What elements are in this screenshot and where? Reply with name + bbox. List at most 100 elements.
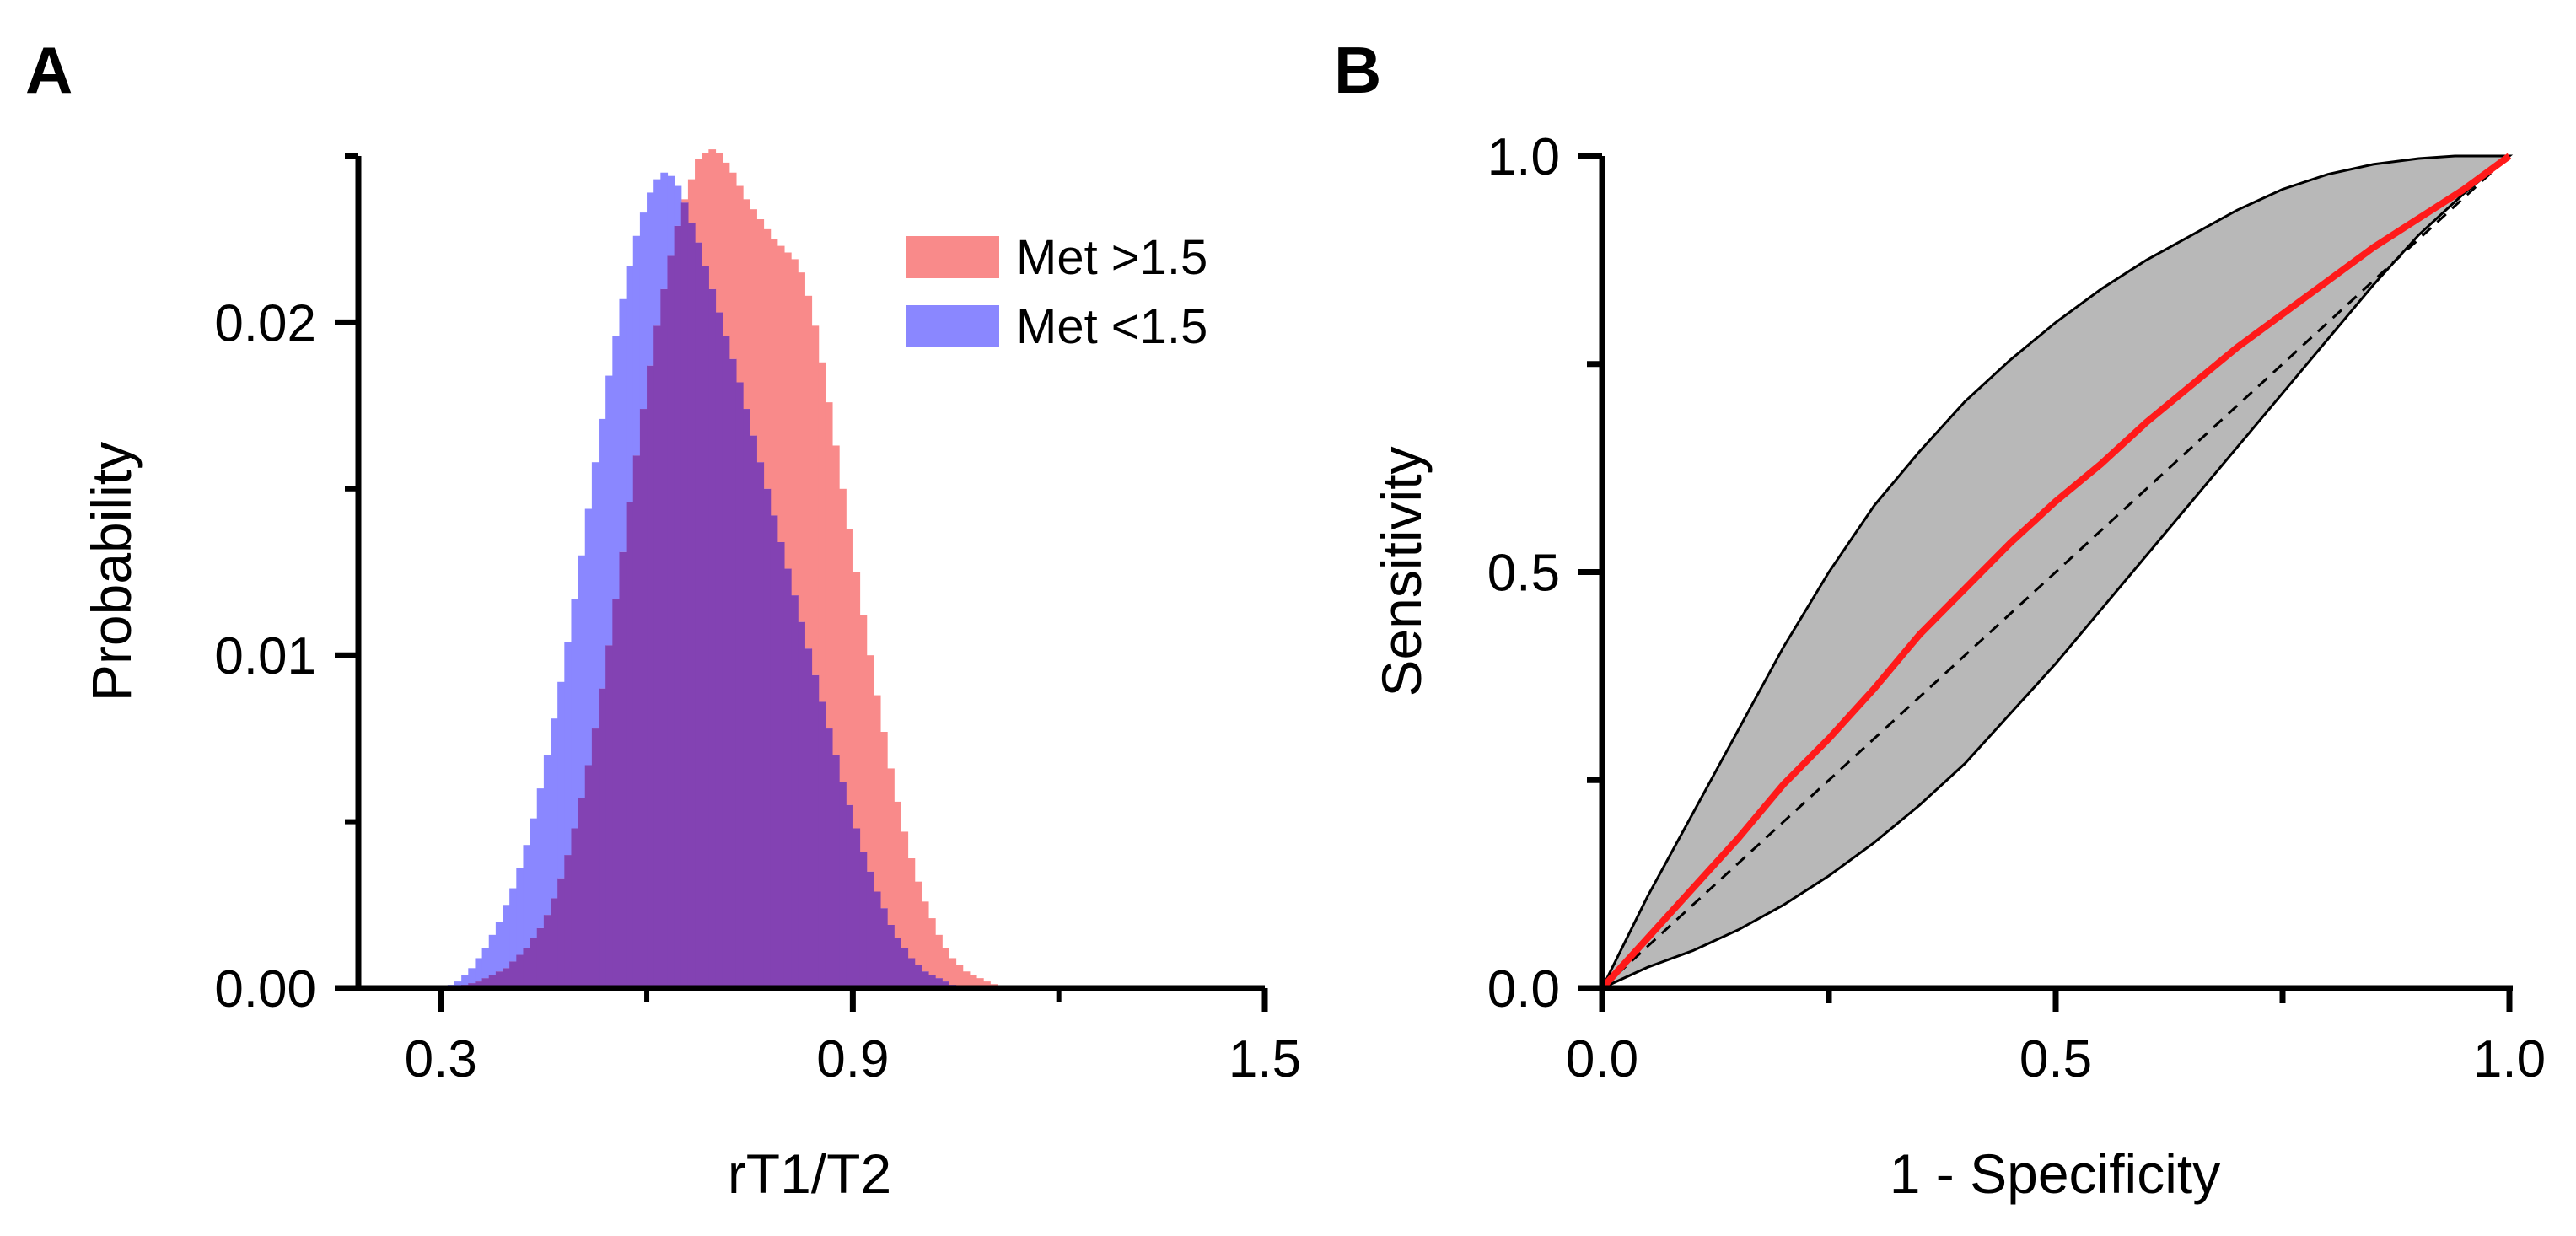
x-ticks-a: 0.3 0.9 1.5 [405, 988, 1301, 1088]
panel-a: A 0.00 0.01 0.02 0.3 0.9 1.5 rT1/T2 Probabil… [25, 33, 1301, 1205]
bar-overlap [942, 981, 949, 988]
bar-met-high [839, 488, 847, 782]
bar-met-low [516, 868, 524, 955]
y-ticks-a: 0.00 0.01 0.02 [214, 153, 358, 1018]
bar-overlap [605, 645, 613, 988]
x-axis-title-b: 1 - Specificity [1890, 1142, 2220, 1205]
bar-overlap [743, 409, 750, 989]
legend-swatch-met-low [906, 305, 999, 347]
bar-overlap [702, 266, 709, 988]
bar-overlap [921, 971, 929, 988]
bar-met-high [894, 801, 901, 938]
bar-overlap [639, 409, 648, 989]
bar-met-low [619, 298, 627, 552]
bar-overlap [509, 961, 517, 988]
y-ticks-b: 0.0 0.5 1.0 [1487, 128, 1602, 1018]
bar-met-high [687, 179, 696, 223]
bar-met-high [955, 965, 964, 986]
bar-overlap [852, 828, 861, 988]
bar-overlap [879, 908, 888, 988]
legend-swatch-met-high [906, 236, 999, 278]
bar-met-high [743, 199, 750, 410]
bar-overlap [551, 898, 558, 988]
bar-met-high [914, 881, 922, 965]
bar-overlap [516, 954, 524, 988]
bar-met-high [887, 768, 895, 925]
bar-overlap [495, 971, 503, 988]
bar-overlap [722, 336, 730, 988]
bar-met-low [591, 462, 600, 729]
bar-overlap [612, 599, 621, 988]
bar-met-high [811, 325, 820, 675]
bar-overlap [935, 978, 943, 988]
bar-met-low [571, 599, 579, 829]
bar-overlap [475, 981, 483, 988]
bar-overlap [571, 828, 579, 988]
bar-met-low [523, 845, 531, 948]
bar-met-low [667, 175, 675, 256]
bar-met-high [831, 445, 840, 755]
hist-met-low [447, 172, 682, 988]
bar-overlap [708, 288, 717, 988]
bar-overlap [584, 765, 593, 988]
bar-met-high [873, 695, 881, 892]
bar-met-low [509, 888, 517, 962]
bar-met-high [735, 185, 744, 383]
bar-met-low [481, 948, 490, 979]
panel-b-letter: B [1334, 33, 1381, 107]
bar-overlap [901, 948, 909, 988]
bar-overlap [680, 202, 689, 989]
bar-met-low [647, 192, 654, 366]
panel-a-letter: A [25, 33, 73, 107]
bar-met-high [680, 199, 689, 203]
bar-met-low [564, 642, 573, 856]
bar-overlap [660, 288, 669, 988]
bar-overlap [894, 938, 901, 988]
legend-label-met-high: Met >1.5 [1016, 230, 1207, 285]
bar-overlap [599, 688, 606, 988]
bar-overlap [564, 855, 573, 988]
bar-met-low [599, 418, 606, 689]
bar-met-high [935, 934, 943, 979]
y-tick-label-b: 0.5 [1487, 545, 1560, 603]
bar-overlap [674, 225, 682, 989]
bar-overlap [873, 891, 881, 988]
bar-overlap [523, 948, 531, 988]
bar-met-high [695, 159, 702, 243]
bar-overlap [811, 674, 820, 988]
bar-met-low [584, 508, 593, 766]
bar-met-low [461, 975, 469, 986]
bar-overlap [530, 938, 538, 988]
bar-met-low [551, 718, 558, 899]
bar-met-low [495, 922, 503, 972]
bar-met-high [729, 172, 737, 359]
x-tick-label-b: 1.0 [2473, 1030, 2546, 1088]
bar-overlap [619, 551, 627, 988]
x-tick-label-b: 0.0 [1566, 1030, 1638, 1088]
y-tick-label-b: 0.0 [1487, 960, 1560, 1018]
hist-met-high [680, 149, 1012, 988]
bar-overlap [825, 728, 833, 988]
bar-overlap [783, 568, 792, 988]
bar-met-high [702, 153, 709, 266]
bar-overlap [859, 852, 868, 988]
bar-overlap [777, 541, 785, 988]
bar-overlap [928, 975, 936, 988]
bar-met-high [756, 219, 765, 463]
bar-met-high [798, 272, 805, 622]
bar-met-low [530, 818, 538, 938]
bar-overlap [818, 701, 826, 988]
bar-met-low [475, 958, 483, 982]
bar-overlap [756, 462, 765, 988]
y-axis-title-a: Probability [80, 442, 143, 701]
bar-overlap [536, 927, 545, 988]
bar-overlap [791, 595, 799, 988]
bar-overlap [543, 915, 551, 988]
bar-met-low [632, 235, 641, 456]
bar-met-high [928, 918, 936, 975]
panel-b: B 0.0 0.5 1.0 0.0 0.5 1.0 1 - Specificity Se… [1334, 33, 2546, 1205]
bar-overlap [866, 871, 874, 988]
bar-overlap [907, 958, 916, 988]
bar-met-high [722, 162, 730, 336]
